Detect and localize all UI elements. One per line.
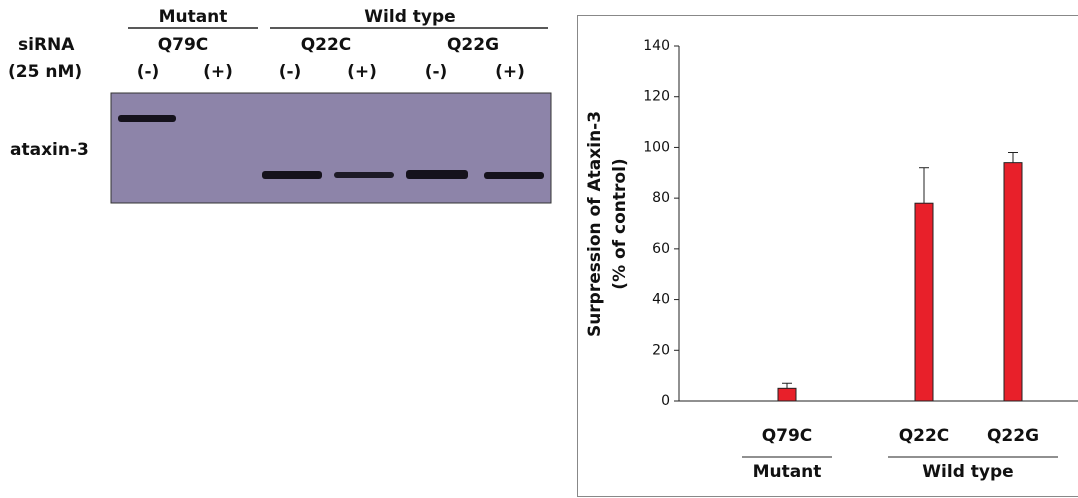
x-tick-label: Q22G	[987, 426, 1039, 446]
lane-label: (+)	[203, 62, 233, 82]
y-tick-label: 20	[652, 342, 670, 358]
lane-label: (+)	[495, 62, 525, 82]
group-label: Mutant	[159, 7, 228, 27]
construct-label: Q22C	[301, 35, 352, 55]
blot-image	[111, 93, 551, 203]
lane-label: (-)	[137, 62, 160, 82]
group-label: Mutant	[753, 462, 822, 482]
x-tick-label: Q79C	[762, 426, 813, 446]
construct-label: Q22G	[447, 35, 499, 55]
group-label: Wild type	[922, 462, 1013, 482]
group-label: Wild type	[364, 7, 455, 27]
y-tick-label: 40	[652, 292, 670, 308]
y-axis-label: (% of control)	[610, 158, 630, 289]
x-tick-label: Q22C	[899, 426, 950, 446]
band	[334, 172, 394, 178]
row-label: (25 nM)	[8, 62, 82, 82]
band	[484, 172, 544, 179]
bar	[915, 203, 933, 401]
y-tick-label: 140	[643, 38, 670, 54]
band	[406, 170, 468, 179]
row-label: siRNA	[18, 35, 75, 55]
lane-label: (+)	[347, 62, 377, 82]
band	[262, 171, 322, 179]
y-tick-label: 100	[643, 139, 670, 155]
y-tick-label: 80	[652, 190, 670, 206]
figure: Mutant Wild type siRNA (25 nM) Q79C Q22C…	[0, 0, 1078, 498]
y-tick-label: 120	[643, 89, 670, 105]
y-axis-label: Surpression of Ataxin-3	[585, 111, 605, 337]
bar	[778, 388, 796, 401]
lane-label: (-)	[425, 62, 448, 82]
band-label: ataxin-3	[10, 140, 89, 160]
band	[118, 115, 176, 122]
bar	[1004, 163, 1022, 401]
y-tick-label: 60	[652, 241, 670, 257]
y-tick-label: 0	[661, 393, 670, 409]
lane-label: (-)	[279, 62, 302, 82]
construct-label: Q79C	[158, 35, 209, 55]
